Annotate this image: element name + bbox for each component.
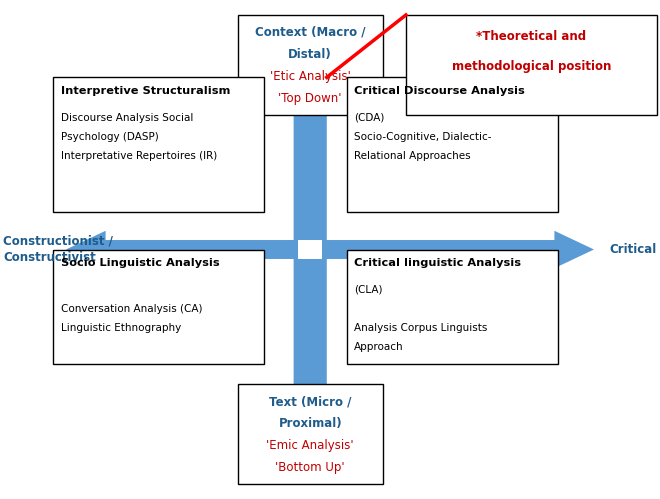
Text: 'Etic Analysis': 'Etic Analysis' (270, 70, 350, 83)
Text: 'Top Down': 'Top Down' (279, 92, 342, 105)
Text: Psychology (DASP): Psychology (DASP) (61, 132, 158, 142)
Polygon shape (277, 60, 343, 250)
Text: Analysis Corpus Linguists: Analysis Corpus Linguists (354, 323, 488, 333)
Polygon shape (277, 250, 343, 439)
FancyBboxPatch shape (53, 250, 264, 364)
Text: Proximal): Proximal) (279, 417, 342, 430)
Text: *Theoretical and: *Theoretical and (477, 30, 586, 43)
Text: Context (Macro /: Context (Macro / (255, 26, 366, 39)
FancyBboxPatch shape (238, 15, 383, 115)
Text: Critical: Critical (609, 243, 657, 256)
Text: (CDA): (CDA) (354, 113, 385, 123)
Polygon shape (66, 231, 310, 268)
Text: Approach: Approach (354, 342, 404, 352)
Text: 'Emic Analysis': 'Emic Analysis' (267, 439, 354, 452)
Text: Critical Discourse Analysis: Critical Discourse Analysis (354, 86, 525, 96)
Text: Critical linguistic Analysis: Critical linguistic Analysis (354, 258, 521, 268)
Text: Conversation Analysis (CA): Conversation Analysis (CA) (61, 304, 202, 314)
FancyBboxPatch shape (238, 384, 383, 484)
Text: Relational Approaches: Relational Approaches (354, 151, 471, 161)
FancyBboxPatch shape (406, 15, 657, 115)
Text: Socio Linguistic Analysis: Socio Linguistic Analysis (61, 258, 219, 268)
Text: Discourse Analysis Social: Discourse Analysis Social (61, 113, 193, 123)
Bar (298, 240, 323, 259)
Polygon shape (310, 231, 594, 268)
Text: Linguistic Ethnography: Linguistic Ethnography (61, 323, 181, 333)
FancyBboxPatch shape (346, 250, 558, 364)
Text: Text (Micro /: Text (Micro / (269, 395, 351, 408)
Text: Constructionist /
Constructivist: Constructionist / Constructivist (3, 235, 113, 264)
FancyBboxPatch shape (53, 77, 264, 212)
Text: 'Bottom Up': 'Bottom Up' (275, 461, 345, 474)
Text: Interpretive Structuralism: Interpretive Structuralism (61, 86, 230, 96)
FancyBboxPatch shape (346, 77, 558, 212)
Text: (CLA): (CLA) (354, 285, 383, 295)
Text: Distal): Distal) (288, 48, 332, 61)
Text: Interpretative Repertoires (IR): Interpretative Repertoires (IR) (61, 151, 217, 161)
Text: Socio-Cognitive, Dialectic-: Socio-Cognitive, Dialectic- (354, 132, 492, 142)
Text: methodological position: methodological position (451, 60, 611, 73)
